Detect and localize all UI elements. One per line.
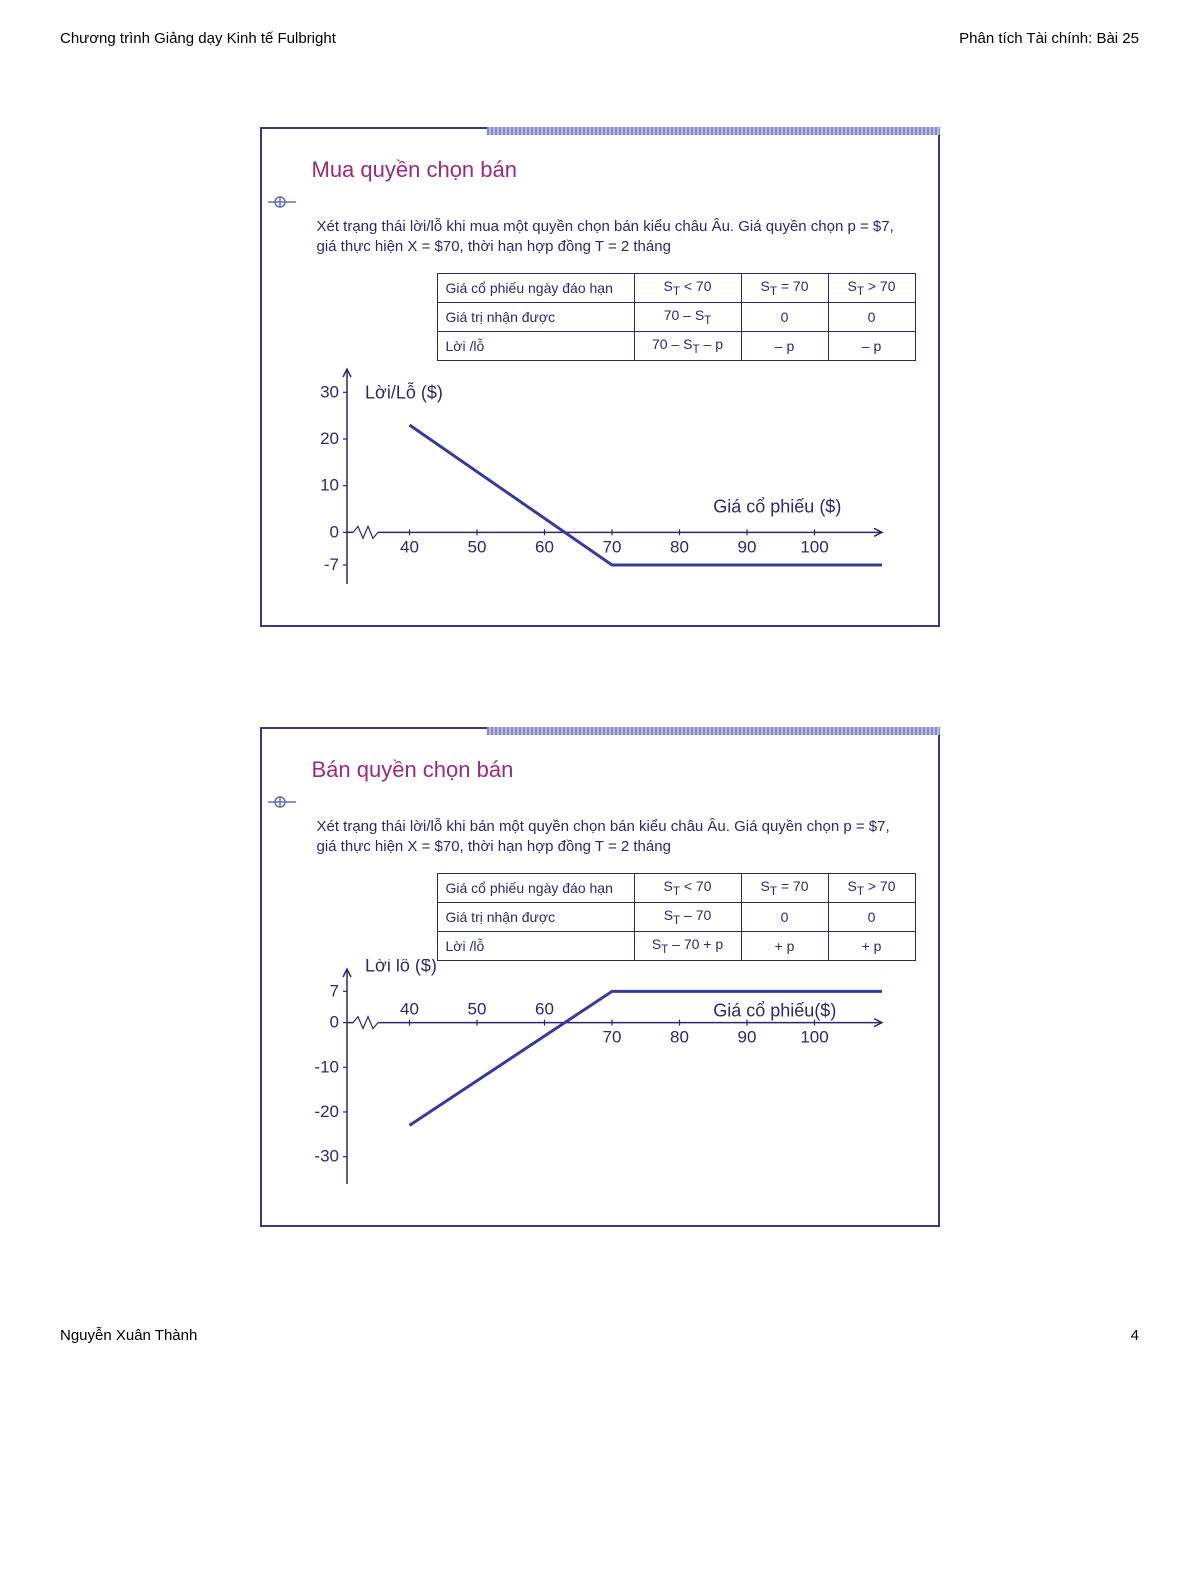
svg-text:Lời/Lỗ ($): Lời/Lỗ ($) [365,381,443,402]
svg-text:100: 100 [800,537,828,556]
table-cell: Lời /lỗ [437,332,634,361]
svg-text:80: 80 [670,537,689,556]
table-cell: ST > 70 [828,274,915,303]
svg-text:-7: -7 [323,555,338,574]
svg-text:70: 70 [602,1028,621,1047]
bullet-marker-icon [268,195,298,209]
svg-text:60: 60 [535,537,554,556]
slide-1-text: Xét trạng thái lời/lỗ khi mua một quyền … [317,217,898,258]
chart-svg-2: -30 -20 -10 0 7 40 50 60 70 80 90 100 Lời lỗ ($) Giá … [302,959,902,1209]
table-cell: – p [741,332,828,361]
svg-text:-20: -20 [314,1102,339,1121]
table-cell: ST – 70 [634,903,741,932]
bullet-marker-icon [268,795,298,809]
footer-left: Nguyễn Xuân Thành [60,1327,197,1344]
header-right: Phân tích Tài chính: Bài 25 [959,30,1139,47]
table-cell: 0 [828,303,915,332]
page-header: Chương trình Giảng dạy Kinh tế Fulbright… [60,30,1139,47]
table-cell: Giá cổ phiếu ngày đáo hạn [437,874,634,903]
table-cell: 70 – ST [634,303,741,332]
svg-text:10: 10 [320,476,339,495]
table-cell: 0 [741,903,828,932]
page: Chương trình Giảng dạy Kinh tế Fulbright… [0,0,1199,1384]
svg-text:30: 30 [320,382,339,401]
svg-text:7: 7 [329,981,338,1000]
svg-text:20: 20 [320,429,339,448]
slide-top-accent [487,127,940,135]
svg-text:-10: -10 [314,1057,339,1076]
svg-text:60: 60 [535,1000,554,1019]
footer-right: 4 [1131,1327,1139,1344]
table-cell: Giá trị nhận được [437,903,634,932]
table-cell: ST = 70 [741,274,828,303]
slide-1-chart: -7 0 10 20 30 40 50 60 70 80 90 100 Lời/Lỗ ($) Giá cổ… [302,359,902,609]
slide-top-accent [487,727,940,735]
table-cell: Giá cổ phiếu ngày đáo hạn [437,274,634,303]
chart-svg-1: -7 0 10 20 30 40 50 60 70 80 90 100 Lời/Lỗ ($) Giá cổ… [302,359,902,609]
table-cell: ST – 70 + p [634,932,741,961]
slide-2: Bán quyền chọn bán Xét trạng thái lời/lỗ… [260,727,940,1227]
table-cell: ST > 70 [828,874,915,903]
table-cell: 70 – ST – p [634,332,741,361]
table-cell: ST < 70 [634,274,741,303]
slide-2-table: Giá cổ phiếu ngày đáo hạnST < 70ST = 70S… [437,873,916,961]
table-cell: Lời /lỗ [437,932,634,961]
svg-text:Giá cổ phiếu($): Giá cổ phiếu($) [713,1001,836,1021]
table-cell: 0 [828,903,915,932]
svg-text:0: 0 [329,1013,338,1032]
svg-text:0: 0 [329,522,338,541]
svg-text:Lời lỗ ($): Lời lỗ ($) [365,959,437,975]
table-cell: 0 [741,303,828,332]
svg-text:90: 90 [737,1028,756,1047]
svg-text:90: 90 [737,537,756,556]
table-cell: – p [828,332,915,361]
slide-1: Mua quyền chọn bán Xét trạng thái lời/lỗ… [260,127,940,627]
svg-text:40: 40 [400,537,419,556]
header-left: Chương trình Giảng dạy Kinh tế Fulbright [60,30,336,47]
svg-text:50: 50 [467,537,486,556]
table-cell: + p [828,932,915,961]
slide-1-table: Giá cổ phiếu ngày đáo hạnST < 70ST = 70S… [437,273,916,361]
table-cell: ST = 70 [741,874,828,903]
svg-text:Giá cổ phiếu ($): Giá cổ phiếu ($) [713,496,841,516]
svg-text:100: 100 [800,1028,828,1047]
svg-text:80: 80 [670,1028,689,1047]
slide-2-chart: -30 -20 -10 0 7 40 50 60 70 80 90 100 Lời lỗ ($) Giá … [302,959,902,1209]
svg-text:70: 70 [602,537,621,556]
svg-text:50: 50 [467,1000,486,1019]
page-footer: Nguyễn Xuân Thành 4 [60,1327,1139,1344]
slide-2-text: Xét trạng thái lời/lỗ khi bán một quyền … [317,817,898,858]
svg-text:-30: -30 [314,1147,339,1166]
table-cell: Giá trị nhận được [437,303,634,332]
table-cell: + p [741,932,828,961]
slide-2-title: Bán quyền chọn bán [312,757,514,783]
table-cell: ST < 70 [634,874,741,903]
svg-text:40: 40 [400,1000,419,1019]
slide-1-title: Mua quyền chọn bán [312,157,518,183]
